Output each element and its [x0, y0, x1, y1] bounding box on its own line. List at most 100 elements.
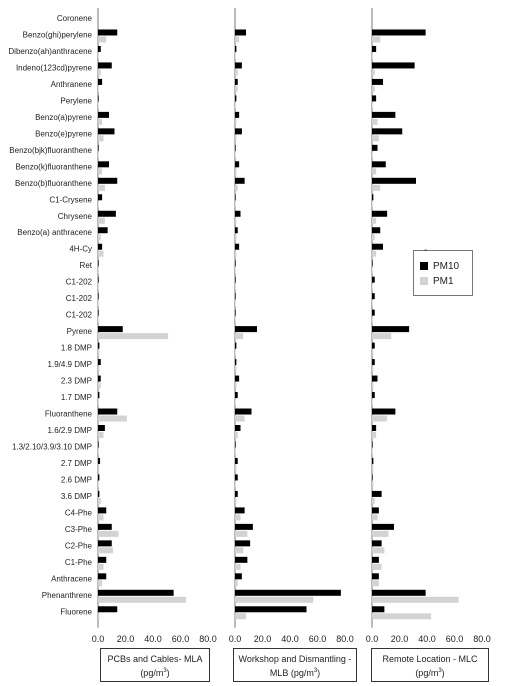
panel-1-xlabel-sup: 3 [163, 668, 167, 674]
bar-pm1 [98, 85, 99, 92]
bar-pm10 [372, 45, 377, 52]
category-label: Anthracene [51, 574, 92, 583]
panel-2-xlabel: Workshop and Dismantling - MLB (pg/m3) [233, 648, 357, 682]
bar-pm1 [98, 563, 104, 570]
bar-pm1 [235, 432, 238, 438]
category-label: C4-Phe [65, 508, 93, 517]
bar-pm10 [235, 243, 240, 250]
bar-pm10 [372, 161, 386, 168]
bar-pm1 [98, 547, 114, 554]
bar-pm10 [98, 29, 118, 36]
bar-pm10 [372, 111, 396, 118]
bar-pm1 [235, 333, 244, 340]
x-tick-label: 0.0 [366, 634, 379, 644]
bar-pm1 [372, 432, 377, 438]
bar-pm1 [372, 201, 373, 208]
category-label: Benzo(bjk)fluoranthene [9, 146, 92, 155]
bar-pm10 [372, 62, 415, 69]
bar-pm10 [235, 177, 245, 184]
bar-pm1 [98, 234, 101, 241]
bar-pm10 [235, 507, 245, 514]
bar-pm1 [235, 36, 240, 43]
bar-pm1 [372, 497, 375, 504]
category-label: Phenanthrene [42, 591, 93, 600]
bar-pm10 [98, 523, 112, 530]
bar-pm1 [372, 580, 379, 587]
bar-pm10 [372, 309, 375, 316]
bar-pm1 [235, 267, 236, 274]
legend-item-pm10: PM10 [420, 260, 459, 272]
bar-pm1 [98, 52, 99, 59]
bar-pm1 [235, 563, 241, 570]
bar-pm1 [98, 464, 100, 471]
bar-pm1 [98, 69, 101, 76]
bar-pm10 [235, 326, 257, 333]
bar-pm10 [372, 276, 375, 283]
bar-pm1 [235, 514, 241, 521]
bar-pm1 [372, 118, 378, 125]
bar-pm1 [235, 201, 236, 208]
bar-pm1 [372, 563, 382, 570]
bar-pm1 [372, 415, 388, 422]
bar-pm10 [235, 474, 238, 481]
x-tick-label: 20.0 [391, 634, 409, 644]
legend-label-pm10: PM10 [433, 260, 460, 272]
bar-pm10 [235, 95, 237, 102]
bar-pm10 [372, 507, 379, 514]
bar-pm1 [235, 217, 237, 224]
bar-pm10 [235, 227, 238, 234]
bar-pm10 [235, 29, 246, 36]
bar-pm10 [235, 606, 307, 613]
bar-pm1 [98, 184, 105, 191]
bar-pm10 [98, 78, 103, 85]
bar-pm10 [235, 260, 236, 267]
legend-swatch-pm1 [420, 277, 428, 285]
x-tick-label: 60.0 [172, 634, 190, 644]
bar-pm10 [235, 375, 240, 382]
category-label: Benzo(ghi)perylene [23, 30, 93, 39]
x-tick-label: 40.0 [418, 634, 436, 644]
category-label: Benzo(a) anthracene [17, 228, 92, 237]
legend: - PM10 PM1 [413, 245, 473, 296]
legend-item-pm1: PM1 [420, 275, 454, 287]
bar-pm10 [372, 95, 377, 102]
bar-pm10 [235, 45, 237, 52]
bar-pm10 [372, 243, 383, 250]
bar-pm10 [372, 556, 379, 563]
bar-pm10 [235, 425, 241, 431]
category-label: 1.7 DMP [61, 393, 92, 402]
category-label: C2-Phe [65, 541, 93, 550]
panel-1-xlabel-line1: PCBs and Cables- MLA [107, 654, 203, 664]
bar-pm1 [372, 514, 378, 521]
bar-pm10 [98, 144, 99, 151]
bar-pm1 [235, 349, 236, 356]
category-label: Coronene [57, 14, 93, 23]
bar-pm1 [372, 333, 392, 340]
bar-pm1 [372, 448, 373, 455]
bar-pm10 [372, 359, 375, 366]
bar-pm10 [235, 589, 341, 596]
bar-pm10 [372, 589, 426, 596]
bar-pm1 [235, 448, 236, 455]
category-label: Benzo(a)pyrene [35, 113, 92, 122]
category-label: Perylene [60, 96, 92, 105]
bar-pm1 [98, 333, 169, 340]
bar-pm1 [372, 300, 373, 307]
bar-pm10 [235, 556, 248, 563]
category-label: Benzo(b)fluoranthene [15, 179, 92, 188]
bar-pm1 [235, 300, 236, 307]
bar-pm1 [372, 366, 374, 373]
bar-pm10 [372, 441, 373, 448]
category-label: 1.8 DMP [61, 344, 92, 353]
bar-pm10 [235, 194, 236, 201]
bar-pm10 [372, 227, 381, 234]
bar-pm10 [235, 342, 237, 349]
category-label: 1.9/4.9 DMP [48, 360, 92, 369]
bar-pm10 [372, 144, 378, 151]
bar-pm1 [98, 399, 99, 406]
category-label: C1-202 [66, 294, 93, 303]
legend-swatch-pm10 [420, 262, 428, 270]
panel-2-xlabel-line2: MLB (pg/m [269, 668, 314, 678]
bar-pm10 [235, 490, 238, 497]
panel-1-xlabel-line2: (pg/m [140, 668, 164, 678]
